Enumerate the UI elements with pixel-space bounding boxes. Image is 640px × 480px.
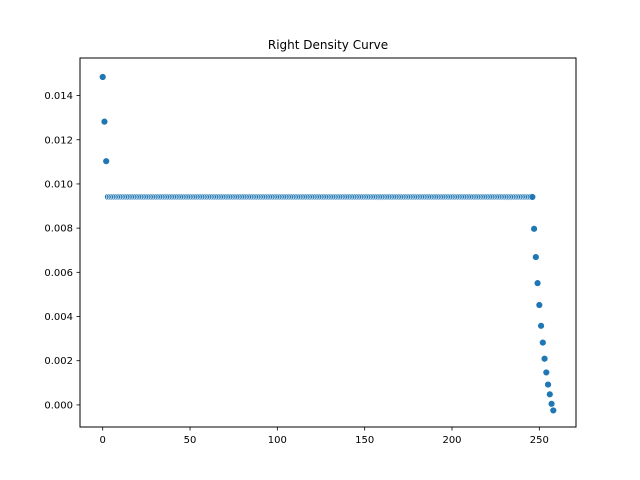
y-tick-label: 0.002 [44,356,73,367]
data-point [532,253,540,261]
data-point [544,380,552,389]
data-point [99,73,107,81]
data-point [530,225,538,233]
y-tick-label: 0.010 [44,179,73,190]
x-tick-label: 150 [355,435,374,446]
data-point [540,355,549,363]
x-tick-label: 100 [268,435,287,446]
data-point [546,390,554,398]
marks-layer [99,73,557,415]
data-point [542,368,551,377]
chart-title: Right Density Curve [268,38,388,52]
x-tick-label: 250 [530,435,549,446]
data-point [528,193,537,201]
x-tick-label: 50 [184,435,197,446]
y-tick-label: 0.006 [44,268,73,279]
y-tick-label: 0.004 [44,312,73,323]
plot-frame [79,57,577,428]
data-point [102,157,110,165]
x-tick-label: 0 [100,435,106,446]
data-point [535,301,544,309]
data-point [537,322,545,330]
y-tick-label: 0.012 [44,135,73,146]
x-tick-label: 200 [442,435,461,446]
data-point [100,117,109,126]
data-point [549,406,557,415]
y-tick-label: 0.008 [44,224,73,235]
data-point [547,400,556,408]
y-tick-label: 0.000 [44,400,73,411]
data-point [533,279,542,287]
y-tick-label: 0.014 [44,91,73,102]
data-point [539,338,547,347]
axes-layer: 0 50 100 150 200 250 0.000 0.002 0.004 0.006 0.008… [44,91,549,446]
